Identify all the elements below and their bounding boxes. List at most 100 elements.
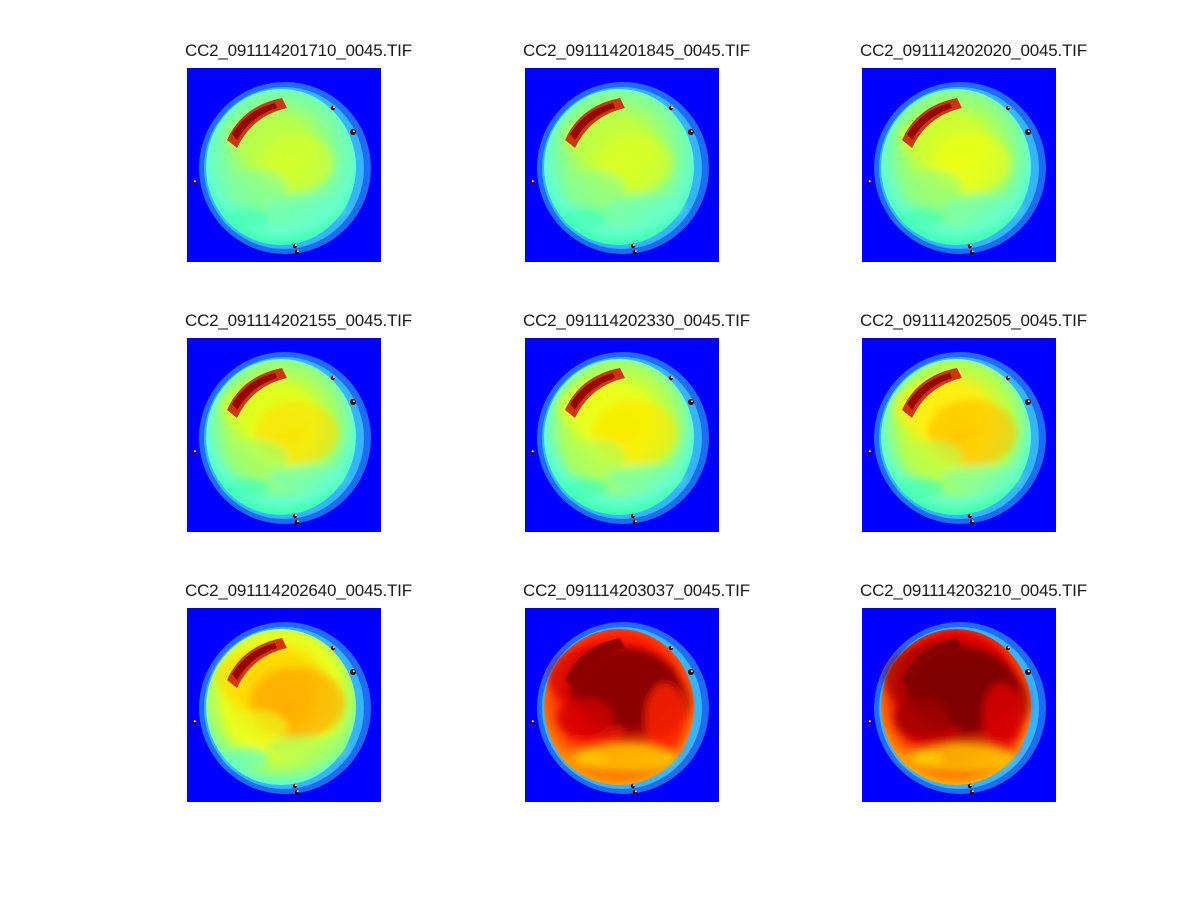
rim-feature-highlight xyxy=(969,784,972,787)
horizon-glare-core xyxy=(570,373,615,410)
rim-feature-highlight xyxy=(868,450,871,453)
sky-image-svg xyxy=(866,82,1046,255)
panel-title: CC2_091114201710_0045.TIF xyxy=(185,41,412,60)
rim-feature xyxy=(688,129,694,135)
rim-feature xyxy=(632,789,638,795)
horizon-glare-core xyxy=(232,643,277,680)
sky-image xyxy=(862,338,1056,532)
rim-feature-highlight xyxy=(632,244,635,247)
rim-feature xyxy=(1025,129,1031,135)
rim-feature xyxy=(1025,399,1031,405)
rim-feature-highlight xyxy=(690,670,693,673)
rim-feature xyxy=(969,249,975,255)
intensity-blobs xyxy=(883,641,1030,772)
rim-feature-highlight xyxy=(1007,646,1010,649)
rim-feature xyxy=(350,669,356,675)
rim-feature-highlight xyxy=(294,514,297,517)
rim-feature-highlight xyxy=(294,244,297,247)
horizon-glare-core xyxy=(570,103,615,140)
rim-feature xyxy=(688,669,694,675)
rim-feature xyxy=(294,789,300,795)
rim-feature-highlight xyxy=(332,376,335,379)
rim-feature xyxy=(967,243,973,249)
rim-feature-highlight xyxy=(332,646,335,649)
rim-feature-highlight xyxy=(296,790,299,793)
rim-feature-highlight xyxy=(193,450,196,453)
rim-feature xyxy=(529,449,535,455)
rim-feature xyxy=(866,719,872,725)
rim-feature-highlight xyxy=(632,514,635,517)
rim-feature xyxy=(688,399,694,405)
intensity-blobs xyxy=(221,381,347,498)
rim-feature-highlight xyxy=(531,450,534,453)
rim-feature xyxy=(330,375,336,381)
horizon-glare-core xyxy=(907,643,952,680)
sky-image-svg xyxy=(191,622,371,795)
rim-feature xyxy=(191,719,197,725)
rim-feature-highlight xyxy=(670,376,673,379)
sky-image xyxy=(187,608,381,802)
horizon-glare xyxy=(227,368,287,418)
rim-feature-highlight xyxy=(1007,106,1010,109)
rim-feature-highlight xyxy=(1027,400,1030,403)
horizon-glare xyxy=(227,98,287,148)
rim-feature xyxy=(969,519,975,525)
rim-feature-highlight xyxy=(193,720,196,723)
rim-feature-highlight xyxy=(868,720,871,723)
rim-feature-highlight xyxy=(634,520,637,523)
sky-image xyxy=(187,68,381,262)
rim-feature-highlight xyxy=(690,130,693,133)
rim-feature xyxy=(529,179,535,185)
rim-feature xyxy=(1005,105,1011,111)
rim-feature-highlight xyxy=(332,106,335,109)
rim-feature xyxy=(1025,669,1031,675)
rim-feature-highlight xyxy=(531,180,534,183)
horizon-glare xyxy=(565,368,625,418)
rim-feature xyxy=(632,519,638,525)
rim-feature-highlight xyxy=(971,520,974,523)
rim-feature-highlight xyxy=(670,106,673,109)
rim-feature xyxy=(350,129,356,135)
panel-title: CC2_091114202155_0045.TIF xyxy=(185,311,412,330)
rim-feature xyxy=(630,513,636,519)
horizon-glare-core xyxy=(907,373,952,410)
rim-feature-highlight xyxy=(634,790,637,793)
panel-title: CC2_091114202640_0045.TIF xyxy=(185,581,412,600)
rim-feature-highlight xyxy=(1027,670,1030,673)
rim-feature-highlight xyxy=(296,250,299,253)
rim-feature xyxy=(330,645,336,651)
sky-image-svg xyxy=(529,622,709,795)
panel-title: CC2_091114202020_0045.TIF xyxy=(860,41,1087,60)
rim-feature-highlight xyxy=(690,400,693,403)
rim-feature xyxy=(292,243,298,249)
rim-feature xyxy=(866,179,872,185)
rim-feature-highlight xyxy=(868,180,871,183)
horizon-glare xyxy=(565,638,625,688)
rim-feature-highlight xyxy=(969,244,972,247)
rim-feature xyxy=(191,449,197,455)
rim-feature-highlight xyxy=(632,784,635,787)
rim-feature xyxy=(668,645,674,651)
rim-feature xyxy=(632,249,638,255)
panel-title: CC2_091114203210_0045.TIF xyxy=(860,581,1087,600)
sky-image xyxy=(525,338,719,532)
horizon-glare-core xyxy=(232,103,277,140)
panel-title: CC2_091114202505_0045.TIF xyxy=(860,311,1087,330)
horizon-glare xyxy=(902,638,962,688)
horizon-glare xyxy=(902,368,962,418)
rim-feature xyxy=(668,375,674,381)
rim-feature-highlight xyxy=(1007,376,1010,379)
panel-title: CC2_091114202330_0045.TIF xyxy=(523,311,750,330)
rim-feature-highlight xyxy=(193,180,196,183)
rim-feature xyxy=(866,449,872,455)
rim-feature-highlight xyxy=(352,670,355,673)
sky-image xyxy=(525,68,719,262)
sky-image-svg xyxy=(191,82,371,255)
rim-feature xyxy=(1005,645,1011,651)
rim-feature xyxy=(294,519,300,525)
sky-image xyxy=(862,608,1056,802)
horizon-glare-core xyxy=(570,643,615,680)
rim-feature-highlight xyxy=(971,250,974,253)
intensity-blobs xyxy=(562,113,685,228)
rim-feature-highlight xyxy=(971,790,974,793)
